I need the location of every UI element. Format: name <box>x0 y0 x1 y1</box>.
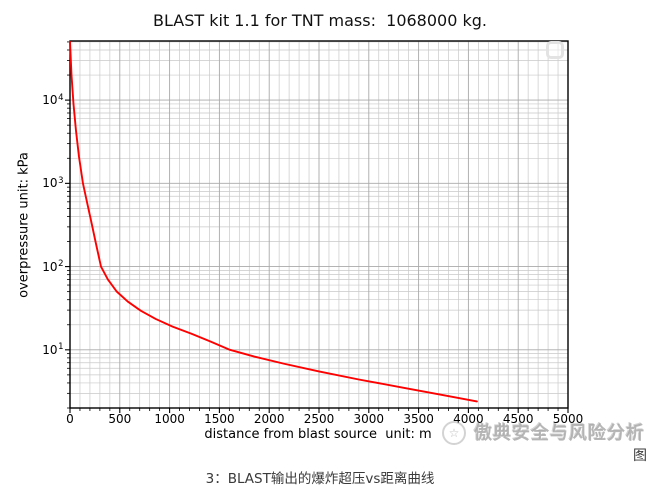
y-tick-label: 102 <box>42 259 64 274</box>
plot-border <box>69 40 569 409</box>
y-tick-label: 104 <box>42 92 64 108</box>
x-tick-label: 1500 <box>204 412 235 426</box>
x-tick-label: 2000 <box>253 412 285 426</box>
pressure-curve <box>69 40 478 403</box>
x-tick-label: 500 <box>108 412 132 426</box>
y-tick-label: 101 <box>42 342 64 357</box>
watermark-star-icon: ☆ <box>448 426 460 440</box>
x-tick-label: 0 <box>66 412 74 426</box>
y-axis-label: overpressure unit: kPa <box>16 152 32 298</box>
figure-caption-prefix: 图 <box>633 448 647 464</box>
x-tick-label: 3500 <box>403 412 434 426</box>
x-tick-label: 4500 <box>502 412 534 426</box>
figure-caption: 3：BLAST输出的爆炸超压vs距离曲线 <box>205 471 435 487</box>
chart-title: BLAST kit 1.1 for TNT mass: 1068000 kg. <box>153 11 487 30</box>
y-tick-label: 103 <box>42 175 64 191</box>
watermark-text: 傲典安全与风险分析 <box>474 423 645 444</box>
x-tick-label: 2500 <box>303 412 335 426</box>
x-tick-label: 5000 <box>552 412 584 426</box>
watermark-logo-icon: ☆ <box>442 421 466 445</box>
x-axis-label: distance from blast source unit: m <box>204 427 432 442</box>
x-tick-label: 1000 <box>154 412 185 426</box>
x-tick-label: 3000 <box>353 412 385 426</box>
legend-badge <box>546 41 564 59</box>
